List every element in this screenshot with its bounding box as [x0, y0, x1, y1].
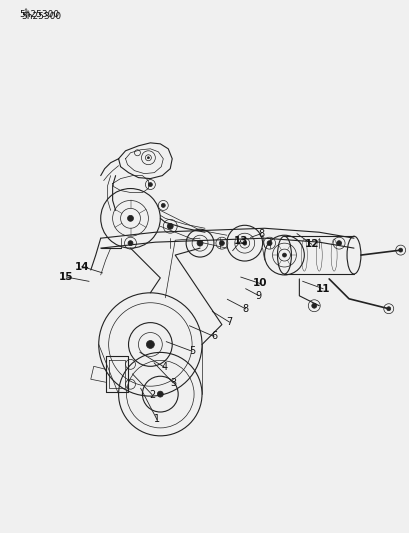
Circle shape: [146, 341, 154, 349]
Text: 13: 13: [233, 236, 247, 246]
Text: 1: 1: [153, 415, 160, 424]
Circle shape: [219, 241, 224, 246]
Text: 8: 8: [258, 229, 264, 239]
Circle shape: [398, 248, 402, 252]
Circle shape: [282, 253, 286, 257]
Text: 4: 4: [161, 362, 167, 372]
Text: 12: 12: [304, 239, 318, 249]
Circle shape: [336, 241, 341, 246]
Circle shape: [148, 183, 152, 187]
Circle shape: [161, 204, 165, 207]
Circle shape: [242, 241, 246, 245]
Circle shape: [386, 306, 390, 311]
Text: 2: 2: [148, 390, 155, 400]
Text: 15: 15: [59, 272, 74, 282]
Circle shape: [266, 241, 272, 246]
Text: 6: 6: [210, 332, 216, 341]
Text: 3: 3: [170, 378, 176, 388]
Text: 8: 8: [242, 304, 248, 314]
Circle shape: [147, 157, 149, 159]
Circle shape: [311, 303, 316, 308]
Text: 5ĥ25300: 5ĥ25300: [21, 12, 61, 21]
Text: 7: 7: [226, 317, 232, 327]
Text: 9: 9: [255, 290, 261, 301]
Circle shape: [167, 223, 173, 229]
Text: 5ĥ25300: 5ĥ25300: [19, 10, 59, 19]
Circle shape: [157, 391, 163, 397]
Text: 11: 11: [315, 284, 330, 294]
Text: 5: 5: [189, 346, 195, 356]
Text: 10: 10: [252, 278, 267, 288]
Text: 14: 14: [74, 262, 89, 271]
Circle shape: [127, 215, 133, 221]
Circle shape: [128, 241, 133, 246]
Circle shape: [197, 240, 202, 246]
